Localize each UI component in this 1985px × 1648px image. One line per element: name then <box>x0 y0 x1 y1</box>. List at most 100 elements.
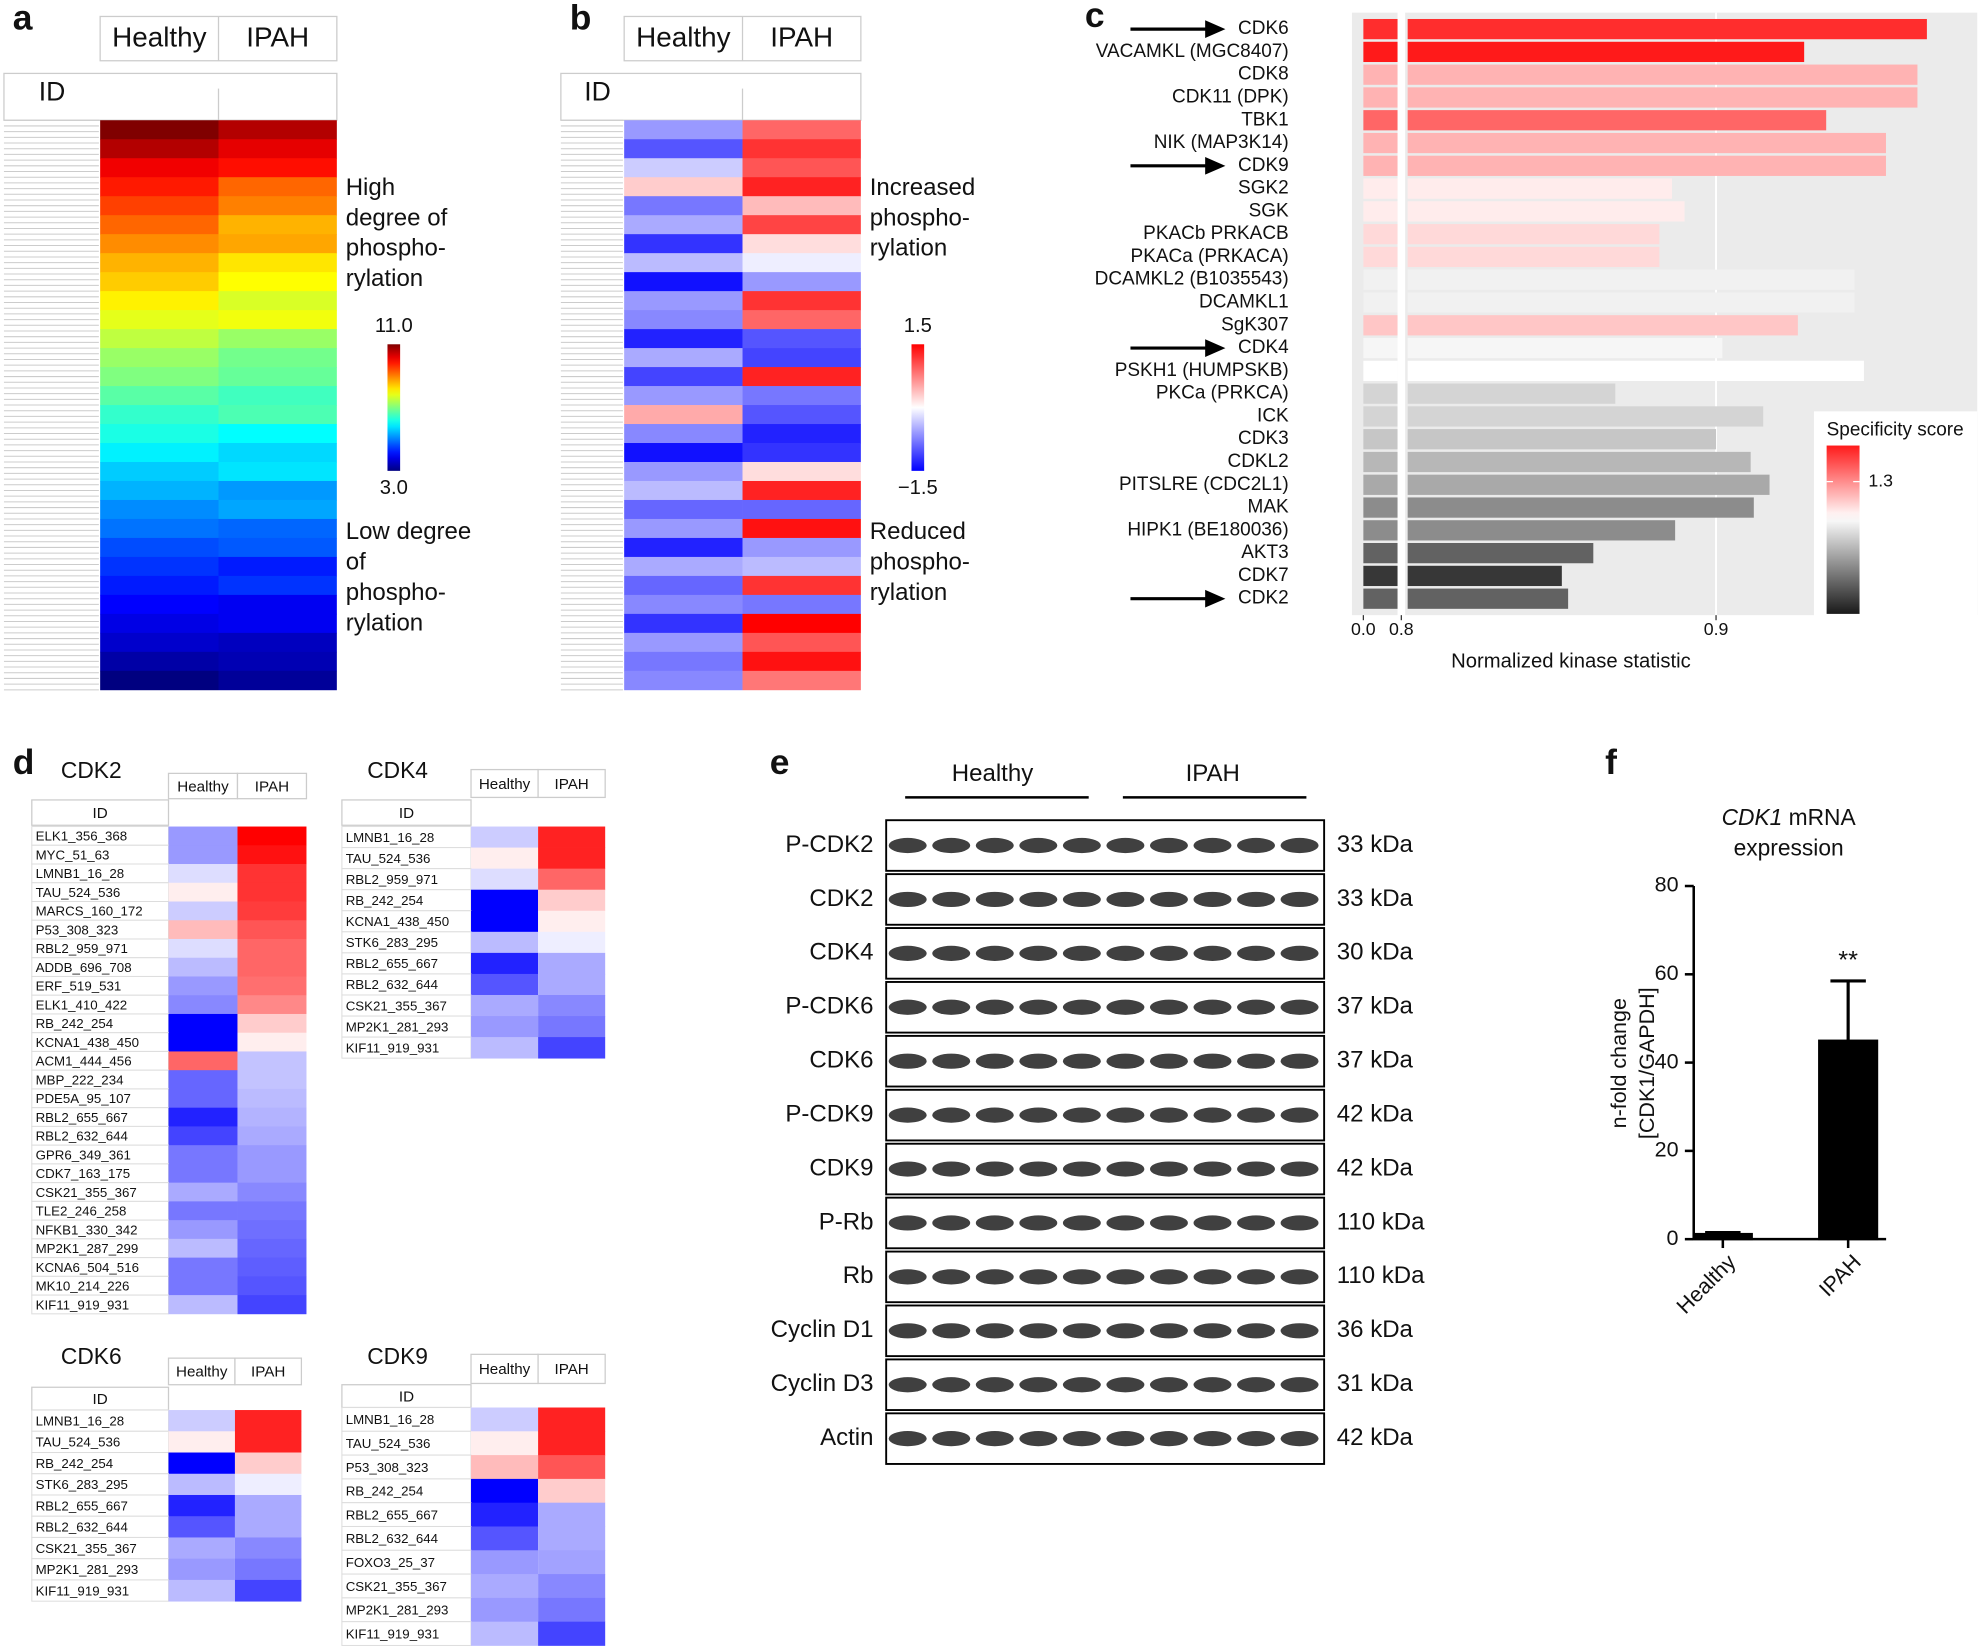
heatmap-cell <box>742 499 861 520</box>
blot-band <box>932 999 971 1015</box>
heatmap-cell <box>218 461 337 482</box>
group-label: Healthy <box>952 760 1033 787</box>
blot-band <box>1193 1215 1232 1231</box>
id-header: ID <box>93 805 108 822</box>
heatmap-cell <box>624 234 743 254</box>
bar-stub <box>1363 246 1398 268</box>
heatmap-cell <box>538 1455 606 1480</box>
blot-band <box>932 891 971 908</box>
heatmap-cell <box>237 901 307 921</box>
heatmap-cell <box>742 139 861 159</box>
row-label: KIF11_919_931 <box>36 1297 130 1312</box>
heatmap-cell <box>218 594 337 615</box>
blot-band <box>1280 837 1319 854</box>
heatmap-cell <box>168 1051 238 1071</box>
heatmap-cell <box>742 405 861 425</box>
heatmap-cell <box>237 1126 307 1146</box>
y-tick-label: CDK9 <box>1238 155 1289 176</box>
heatmap-cell <box>624 196 743 216</box>
heatmap-cell <box>218 443 337 463</box>
row-label: PDE5A_95_107 <box>36 1091 131 1106</box>
y-tick-label: 20 <box>1655 1138 1679 1162</box>
blot-band <box>1193 1053 1232 1069</box>
heatmap-cell <box>218 613 337 634</box>
blot-band <box>888 1161 927 1177</box>
blot-row-label: CDK4 <box>809 939 873 966</box>
blot-row-label: P-CDK6 <box>785 993 873 1020</box>
bar <box>1407 565 1562 587</box>
row-label: P53_308_323 <box>36 922 119 937</box>
row-label: RBL2_655_667 <box>346 956 438 971</box>
colorbar-tick-label: 3.0 <box>380 477 408 499</box>
heatmap-cell <box>624 480 743 501</box>
annotation: phospho- <box>346 579 446 606</box>
y-tick-label: PKCa (PRKCA) <box>1156 383 1289 404</box>
blot-row-label: CDK2 <box>809 885 873 912</box>
heatmap-cell <box>218 518 337 539</box>
heatmap-cell <box>218 367 337 387</box>
blot-band <box>1193 891 1232 908</box>
blot-row-label: P-CDK9 <box>785 1100 873 1127</box>
heatmap-cell <box>624 613 743 634</box>
blot-band <box>888 1107 927 1123</box>
bar <box>1407 315 1798 336</box>
heatmap-cell <box>538 1037 606 1059</box>
column-header-box <box>537 768 606 799</box>
table-title: CDK2 <box>61 757 122 783</box>
bar <box>1692 1232 1753 1241</box>
blot-band <box>1280 891 1319 908</box>
row-label: NFKB1_330_342 <box>36 1222 138 1237</box>
panel-label: a <box>13 0 33 38</box>
heatmap-cell <box>538 1407 606 1432</box>
id-header: ID <box>399 1388 414 1405</box>
blot-band <box>1280 1161 1319 1177</box>
bar-stub <box>1363 64 1398 85</box>
blot-band <box>1062 1161 1101 1177</box>
row-label: MP2K1_281_293 <box>346 1019 449 1034</box>
blot-band <box>1149 1323 1188 1339</box>
heatmap-cell <box>168 1257 238 1277</box>
blot-band <box>1193 1269 1232 1285</box>
heatmap-cell <box>742 594 861 615</box>
blot-band <box>1106 999 1145 1015</box>
heatmap-cell <box>742 120 861 140</box>
row-label: RBL2_655_667 <box>36 1110 128 1125</box>
heatmap-cell <box>234 1431 302 1453</box>
heatmap-cell <box>100 556 219 577</box>
blot-band <box>1149 891 1188 908</box>
heatmap-cell <box>538 1574 606 1599</box>
heatmap-cell <box>168 882 238 902</box>
column-header-box <box>234 1357 303 1386</box>
heatmap-cell <box>100 234 219 254</box>
blot-band <box>1019 1107 1058 1123</box>
heatmap-cell <box>218 120 337 140</box>
chart-title: expression <box>1734 834 1844 860</box>
heatmap-cell <box>168 1013 238 1034</box>
bar-stub <box>1363 451 1398 473</box>
colorbar <box>387 344 401 471</box>
blot-band <box>975 837 1014 854</box>
bar <box>1407 451 1751 473</box>
blot-band <box>975 1269 1014 1285</box>
row-label: RBL2_632_644 <box>36 1129 128 1144</box>
row-label: KIF11_919_931 <box>346 1040 440 1055</box>
blot-band <box>1280 1377 1319 1393</box>
heatmap-cell <box>538 1597 606 1623</box>
heatmap-cell <box>471 868 539 891</box>
heatmap-cell <box>218 291 337 311</box>
row-label: ACM1_444_456 <box>36 1054 132 1069</box>
y-tick-label: SgK307 <box>1221 314 1289 335</box>
heatmap-cell <box>237 995 307 1015</box>
row-label: TAU_524_536 <box>346 1436 431 1451</box>
bar <box>1407 337 1723 359</box>
heatmap-cell <box>237 1070 307 1090</box>
heatmap-cell <box>742 518 861 539</box>
row-label: TLE2_246_258 <box>36 1204 127 1219</box>
x-tick-label: IPAH <box>1814 1250 1865 1301</box>
blot-band <box>932 1269 971 1285</box>
blot-band <box>975 891 1014 908</box>
heatmap-cell <box>237 1013 307 1034</box>
blot-band <box>888 1269 927 1285</box>
heatmap-cell <box>237 938 307 959</box>
bar-stub <box>1363 41 1398 63</box>
